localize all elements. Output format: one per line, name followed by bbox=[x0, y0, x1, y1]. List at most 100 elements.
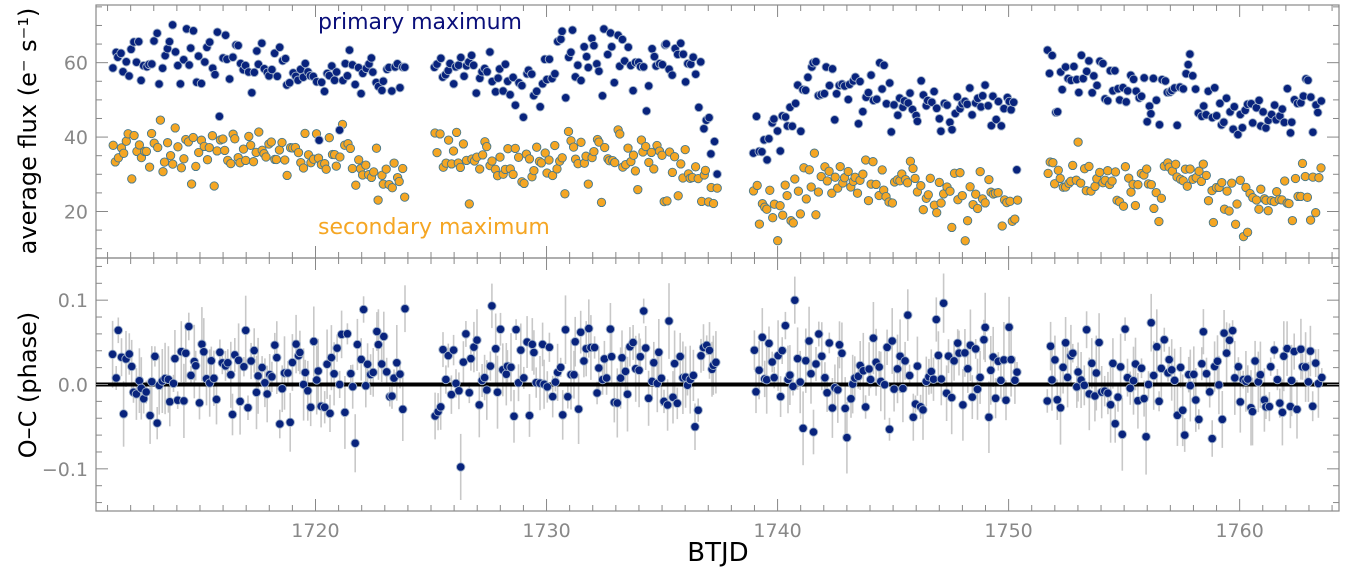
secondary-maximum-point bbox=[1068, 160, 1078, 171]
o-c-point bbox=[373, 339, 384, 350]
o-c-point bbox=[111, 373, 121, 383]
o-c-point bbox=[197, 339, 207, 349]
primary-maximum-point bbox=[368, 67, 378, 77]
o-c-point bbox=[239, 362, 249, 372]
primary-maximum-point bbox=[1248, 118, 1258, 128]
o-c-point bbox=[912, 361, 923, 371]
o-c-point bbox=[362, 359, 373, 369]
primary-maximum-point bbox=[210, 69, 220, 80]
primary-maximum-point bbox=[149, 36, 159, 46]
o-c-point bbox=[1149, 370, 1159, 381]
o-c-point bbox=[711, 357, 721, 367]
primary-maximum-point bbox=[1160, 76, 1171, 86]
o-c-point bbox=[1235, 397, 1245, 407]
secondary-maximum-point bbox=[1049, 179, 1060, 189]
primary-maximum-point bbox=[599, 24, 609, 34]
o-c-point bbox=[628, 337, 638, 348]
o-c-point bbox=[949, 356, 959, 366]
primary-maximum-point bbox=[1287, 117, 1297, 127]
o-c-point bbox=[1146, 318, 1156, 328]
primary-maximum-point bbox=[275, 42, 285, 52]
o-c-point bbox=[775, 391, 786, 402]
primary-maximum-point bbox=[561, 93, 571, 103]
secondary-maximum-point bbox=[552, 164, 562, 174]
primary-maximum-point bbox=[667, 70, 677, 80]
secondary-maximum-point bbox=[1151, 187, 1161, 198]
o-c-point bbox=[519, 373, 529, 383]
secondary-maximum-point bbox=[162, 138, 173, 148]
primary-maximum-point bbox=[831, 89, 842, 99]
primary-maximum-point bbox=[1254, 95, 1264, 106]
primary-maximum-point bbox=[356, 88, 366, 99]
secondary-maximum-point bbox=[649, 164, 659, 174]
secondary-maximum-point bbox=[795, 209, 806, 219]
top-y-tick-label: 60 bbox=[64, 53, 88, 75]
secondary-maximum-point bbox=[335, 152, 345, 162]
o-c-point bbox=[606, 351, 617, 362]
o-c-point bbox=[1205, 387, 1215, 397]
o-c-point bbox=[967, 392, 977, 402]
o-c-point bbox=[931, 314, 941, 325]
primary-maximum-point bbox=[269, 48, 280, 58]
o-c-point bbox=[990, 393, 1001, 403]
secondary-maximum-point bbox=[1263, 206, 1273, 216]
primary-maximum-point bbox=[331, 67, 342, 77]
secondary-maximum-point bbox=[218, 134, 228, 144]
primary-maximum-point bbox=[885, 78, 895, 88]
o-c-point bbox=[801, 356, 811, 366]
primary-maximum-point bbox=[790, 98, 801, 109]
secondary-maximum-point bbox=[997, 221, 1007, 231]
o-c-point bbox=[181, 348, 191, 358]
primary-maximum-point bbox=[830, 115, 840, 125]
o-c-point bbox=[837, 348, 847, 358]
o-c-point bbox=[191, 361, 201, 371]
o-c-point bbox=[184, 321, 194, 332]
o-c-point bbox=[511, 324, 521, 335]
primary-maximum-point bbox=[518, 112, 529, 122]
bottom-y-tick-label: 0.1 bbox=[58, 290, 88, 312]
secondary-maximum-point bbox=[765, 185, 775, 195]
secondary-maximum-point bbox=[1048, 158, 1058, 168]
secondary-maximum-point bbox=[633, 184, 643, 195]
primary-maximum-point bbox=[436, 53, 446, 63]
o-c-point bbox=[487, 301, 497, 311]
primary-maximum-point bbox=[505, 90, 515, 100]
o-c-point bbox=[834, 340, 845, 350]
secondary-maximum-point bbox=[1235, 175, 1245, 185]
primary-maximum-point bbox=[1139, 73, 1149, 83]
o-c-point bbox=[601, 373, 612, 383]
secondary-maximum-point bbox=[361, 160, 371, 170]
o-c-point bbox=[767, 357, 777, 367]
o-c-point bbox=[1255, 370, 1266, 380]
o-c-point bbox=[936, 374, 946, 384]
secondary-maximum-point bbox=[400, 192, 410, 202]
primary-maximum-point bbox=[233, 40, 243, 51]
secondary-maximum-point bbox=[354, 155, 364, 165]
o-c-point bbox=[824, 338, 834, 348]
o-c-point bbox=[548, 391, 558, 402]
primary-maximum-point bbox=[1060, 62, 1071, 72]
o-c-point bbox=[542, 382, 552, 392]
primary-maximum-point bbox=[1047, 50, 1057, 61]
primary-maximum-point bbox=[334, 125, 345, 135]
o-c-point bbox=[693, 405, 703, 415]
o-c-point bbox=[842, 432, 852, 443]
o-c-point bbox=[438, 344, 448, 355]
o-c-point bbox=[235, 396, 245, 407]
secondary-maximum-point bbox=[782, 190, 792, 201]
primary-maximum-point bbox=[623, 42, 633, 52]
primary-maximum-point bbox=[378, 76, 388, 86]
o-c-point bbox=[1091, 368, 1101, 378]
o-c-point bbox=[194, 398, 205, 408]
primary-maximum-point bbox=[1121, 97, 1131, 107]
o-c-point bbox=[170, 353, 180, 364]
primary-maximum-point bbox=[751, 111, 762, 122]
o-c-point bbox=[340, 407, 350, 418]
primary-maximum-point bbox=[573, 60, 583, 70]
top-y-axis-title: average flux (e⁻ s⁻¹) bbox=[14, 8, 42, 255]
secondary-maximum-point bbox=[669, 152, 680, 162]
secondary-maximum-point bbox=[1103, 166, 1113, 176]
secondary-maximum-point bbox=[458, 139, 469, 149]
primary-maximum-point bbox=[649, 51, 660, 62]
primary-maximum-point bbox=[866, 70, 876, 80]
